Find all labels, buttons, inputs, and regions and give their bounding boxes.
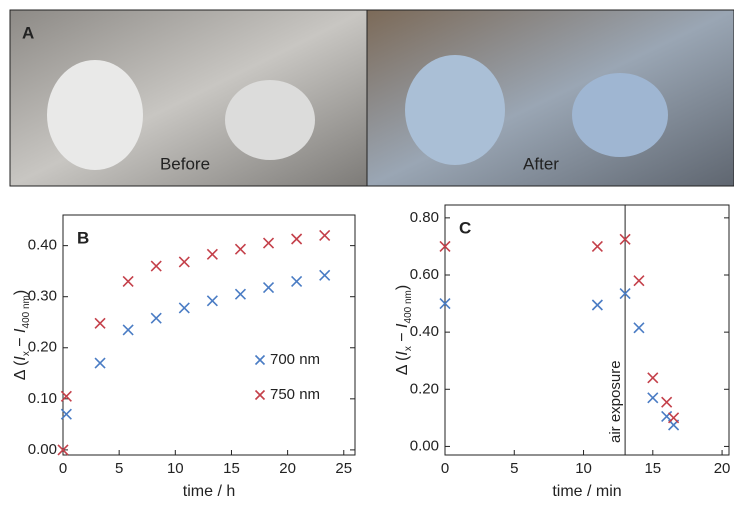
marker: [647, 392, 659, 404]
marker: [178, 256, 190, 268]
marker: [319, 269, 331, 281]
caption: After: [523, 154, 559, 173]
marker: [60, 390, 72, 402]
y-label-part: x: [21, 351, 32, 356]
x-axis-label: time / min: [552, 483, 621, 500]
flask: [572, 73, 668, 157]
marker: [122, 275, 134, 287]
annotation-text: air exposure: [607, 360, 624, 443]
y-tick-label: 0.30: [28, 288, 57, 305]
plot-frame: [62, 214, 356, 456]
x-axis-label: time / h: [183, 483, 235, 500]
photo-panel: A Before After: [9, 9, 734, 187]
y-label-part: Δ (: [394, 355, 411, 375]
y-tick-label: 0.00: [28, 441, 57, 458]
y-tick-label: 0.20: [28, 339, 57, 356]
x-tick-label: 5: [115, 460, 123, 477]
marker: [439, 240, 451, 252]
marker: [291, 275, 303, 287]
y-label-part: I: [12, 328, 29, 333]
legend-label: 750 nm: [270, 386, 320, 403]
marker: [319, 229, 331, 241]
marker: [150, 260, 162, 272]
x-tick-label: 15: [644, 460, 661, 477]
marker: [591, 299, 603, 311]
y-axis-label: Δ (Ix − I400 nm): [12, 290, 32, 380]
y-label-part: Δ (: [12, 360, 29, 380]
legend-marker: [254, 354, 266, 366]
y-label-part: I: [12, 356, 29, 361]
marker: [591, 240, 603, 252]
y-axis-label: Δ (Ix − I400 nm): [394, 285, 414, 375]
y-tick-label: 0.80: [410, 209, 439, 226]
y-tick-label: 0.00: [410, 437, 439, 454]
panel-label: A: [22, 23, 34, 42]
y-label-part: −: [12, 333, 29, 351]
marker: [633, 322, 645, 334]
marker: [647, 372, 659, 384]
flask: [225, 80, 315, 160]
legend-marker: [254, 389, 266, 401]
marker: [619, 233, 631, 245]
y-label-part: −: [394, 328, 411, 346]
marker: [206, 248, 218, 260]
marker: [178, 302, 190, 314]
marker: [206, 295, 218, 307]
flask: [405, 55, 505, 165]
marker: [60, 408, 72, 420]
y-label-part: 400 nm: [21, 295, 32, 328]
x-tick-label: 10: [167, 460, 184, 477]
x-tick-label: 5: [510, 460, 518, 477]
marker: [122, 324, 134, 336]
panel-label: C: [459, 218, 471, 237]
y-tick-label: 0.40: [28, 237, 57, 254]
marker: [668, 412, 680, 424]
y-label-part: I: [394, 323, 411, 328]
marker: [234, 243, 247, 255]
marker: [291, 233, 303, 245]
y-tick-label: 0.40: [410, 323, 439, 340]
marker: [262, 281, 275, 294]
marker: [262, 237, 275, 249]
x-tick-label: 0: [59, 460, 67, 477]
marker: [661, 396, 673, 408]
marker: [619, 288, 631, 300]
y-tick-label: 0.20: [410, 380, 439, 397]
flask: [47, 60, 143, 170]
marker: [94, 357, 106, 369]
y-label-part: x: [403, 346, 414, 351]
x-tick-label: 20: [279, 460, 296, 477]
marker: [57, 444, 69, 456]
legend-label: 700 nm: [270, 351, 320, 368]
photo-frame: [9, 9, 734, 187]
y-label-part: I: [394, 351, 411, 356]
y-tick-label: 0.60: [410, 266, 439, 283]
y-label-part: ): [12, 290, 29, 295]
y-label-part: 400 nm: [403, 290, 414, 323]
marker: [234, 288, 247, 300]
x-tick-label: 0: [441, 460, 449, 477]
y-tick-label: 0.10: [28, 390, 57, 407]
y-label-part: ): [394, 285, 411, 290]
panel-label: B: [77, 228, 89, 247]
marker: [633, 275, 645, 287]
plot-frame: [444, 204, 730, 456]
x-tick-label: 20: [714, 460, 731, 477]
marker: [439, 298, 451, 310]
x-tick-label: 25: [335, 460, 352, 477]
caption: Before: [160, 154, 210, 173]
x-tick-label: 10: [575, 460, 592, 477]
marker: [94, 317, 106, 329]
marker: [661, 410, 673, 422]
x-tick-label: 15: [223, 460, 240, 477]
marker: [150, 312, 162, 324]
